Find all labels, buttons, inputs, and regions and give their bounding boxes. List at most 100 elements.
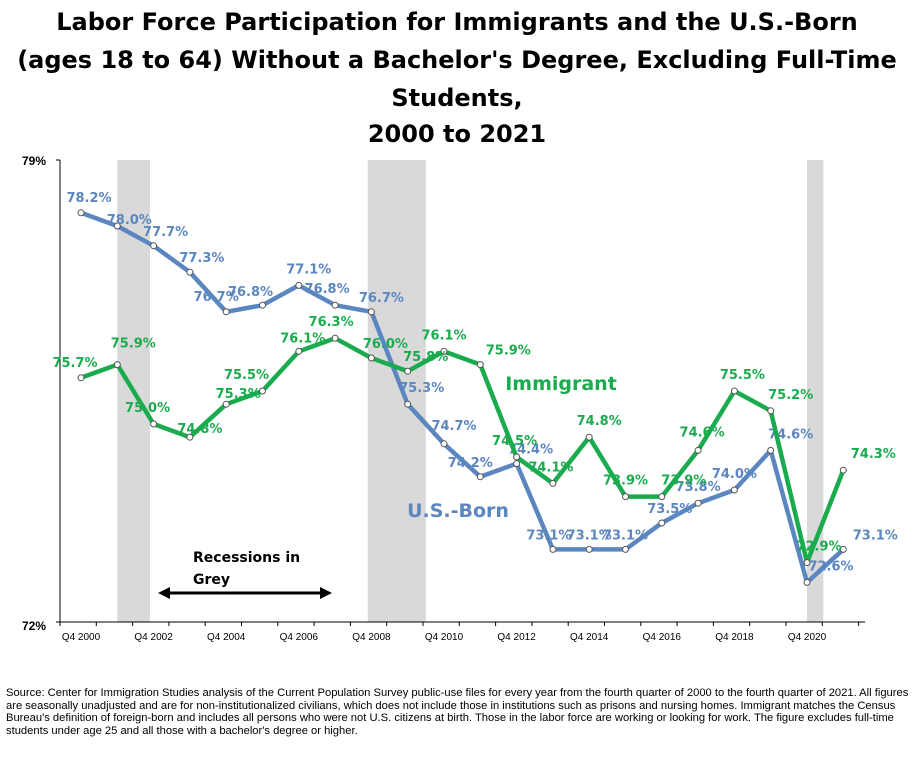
- title-line: Labor Force Participation for Immigrants…: [56, 8, 857, 36]
- data-label: 76.8%: [228, 285, 273, 300]
- series-immigrant: 75.7%75.9%75.0%74.8%75.3%75.5%76.1%76.3%…: [52, 315, 896, 567]
- data-label: 76.8%: [305, 282, 350, 297]
- x-tick-label: Q4 2018: [715, 632, 754, 643]
- data-label: 75.3%: [399, 381, 444, 396]
- data-point: [186, 433, 194, 441]
- data-label: 74.3%: [851, 447, 896, 462]
- data-point: [295, 347, 303, 355]
- series-u-s-born: 78.2%78.0%77.7%77.3%76.7%76.8%77.1%76.8%…: [66, 191, 898, 586]
- data-label: 75.0%: [125, 401, 170, 416]
- data-point: [658, 519, 666, 527]
- data-label: 72.9%: [796, 540, 841, 555]
- data-label: 76.3%: [309, 315, 354, 330]
- series-name-label: Immigrant: [505, 373, 617, 395]
- data-point: [549, 479, 557, 487]
- data-label: 73.8%: [676, 480, 721, 495]
- data-point: [295, 281, 303, 289]
- series-line: [80, 335, 846, 565]
- data-label: 74.7%: [431, 419, 476, 434]
- data-label: 76.7%: [359, 291, 404, 306]
- data-label: 74.5%: [492, 434, 537, 449]
- x-tick-label: Q4 2020: [788, 632, 827, 643]
- x-tick-label: Q4 2002: [134, 632, 173, 643]
- data-label: 74.4%: [508, 443, 553, 458]
- data-point: [113, 222, 121, 230]
- data-point: [331, 301, 339, 309]
- data-label: 77.7%: [143, 225, 188, 240]
- data-label: 73.1%: [603, 528, 648, 543]
- data-point: [694, 499, 702, 507]
- chart-title: Labor Force Participation for Immigrants…: [17, 8, 897, 148]
- data-point: [186, 268, 194, 276]
- data-label: 78.2%: [66, 191, 111, 206]
- title-line: Students,: [391, 84, 522, 112]
- data-label: 73.1%: [853, 528, 898, 543]
- data-point: [803, 559, 811, 567]
- data-label: 73.9%: [661, 474, 706, 489]
- x-tick-label: Q4 2012: [497, 632, 536, 643]
- recession-band: [807, 160, 824, 622]
- data-point: [694, 446, 702, 454]
- data-point: [150, 242, 158, 250]
- y-tick-label: 72%: [22, 619, 46, 633]
- recession-band: [367, 160, 426, 622]
- series: 78.2%78.0%77.7%77.3%76.7%76.8%77.1%76.8%…: [52, 191, 898, 586]
- data-label: 75.7%: [52, 356, 97, 371]
- title-line: 2000 to 2021: [368, 120, 546, 148]
- x-tick-label: Q4 2000: [62, 632, 101, 643]
- x-tick-label: Q4 2008: [352, 632, 391, 643]
- data-point: [839, 545, 847, 553]
- data-point: [585, 545, 593, 553]
- data-point: [658, 493, 666, 501]
- data-label: 77.3%: [179, 251, 224, 266]
- data-label: 75.2%: [768, 388, 813, 403]
- arrow-head-left: [158, 587, 170, 599]
- data-point: [367, 308, 375, 316]
- data-point: [513, 460, 521, 468]
- data-point: [839, 466, 847, 474]
- x-tick-label: Q4 2014: [570, 632, 609, 643]
- data-point: [767, 446, 775, 454]
- data-label: 75.8%: [403, 350, 448, 365]
- data-point: [513, 453, 521, 461]
- data-point: [113, 361, 121, 369]
- data-label: 76.1%: [280, 331, 325, 346]
- data-label: 75.9%: [111, 337, 156, 352]
- data-point: [767, 407, 775, 415]
- y-tick-label: 79%: [22, 154, 46, 168]
- data-point: [730, 387, 738, 395]
- data-point: [404, 367, 412, 375]
- data-label: 74.2%: [448, 456, 493, 471]
- data-point: [150, 420, 158, 428]
- data-label: 73.9%: [603, 474, 648, 489]
- x-tick-label: Q4 2010: [425, 632, 464, 643]
- arrow-head-right: [320, 587, 332, 599]
- data-point: [622, 545, 629, 553]
- x-tick-label: Q4 2016: [643, 632, 682, 643]
- chart: Labor Force Participation for Immigrants…: [17, 8, 898, 643]
- data-point: [803, 578, 811, 586]
- series-line: [80, 210, 845, 585]
- recession-annotation: Recessions in Grey: [158, 550, 332, 599]
- annotation-text: Recessions in: [193, 550, 300, 566]
- title-line: (ages 18 to 64) Without a Bachelor's Deg…: [17, 46, 897, 74]
- data-label: 73.1%: [526, 528, 571, 543]
- data-point: [440, 440, 448, 448]
- data-label: 74.8%: [577, 414, 622, 429]
- data-label: 74.8%: [177, 422, 222, 437]
- data-point: [549, 545, 557, 553]
- data-point: [476, 473, 484, 481]
- data-point: [622, 493, 629, 501]
- data-point: [77, 374, 85, 382]
- data-label: 75.9%: [486, 344, 531, 359]
- data-label: 72.6%: [808, 559, 853, 574]
- data-point: [259, 301, 266, 309]
- data-point: [585, 433, 593, 441]
- data-point: [331, 334, 339, 342]
- data-label: 76.0%: [363, 337, 408, 352]
- data-label: 73.5%: [647, 502, 692, 517]
- data-point: [77, 209, 85, 217]
- data-point: [259, 387, 266, 395]
- data-point: [476, 361, 484, 369]
- data-label: 78.0%: [107, 213, 152, 228]
